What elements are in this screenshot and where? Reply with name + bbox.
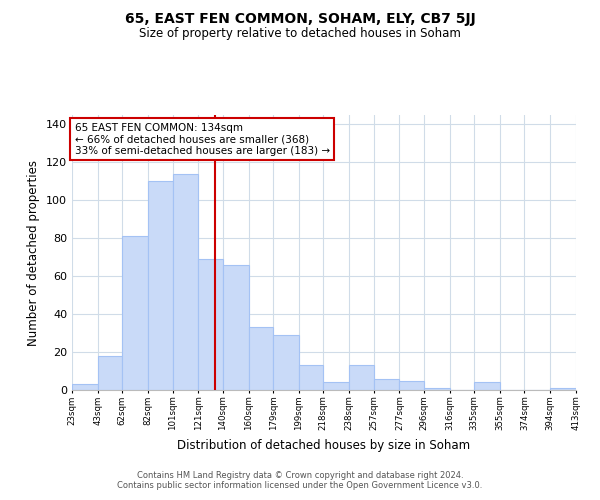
Bar — [273, 335, 299, 390]
Bar — [148, 182, 173, 390]
Bar — [349, 366, 374, 390]
Bar — [199, 259, 223, 390]
Bar — [72, 384, 98, 390]
Bar — [374, 378, 400, 390]
Bar — [173, 174, 199, 390]
Bar — [98, 356, 122, 390]
Text: 65, EAST FEN COMMON, SOHAM, ELY, CB7 5JJ: 65, EAST FEN COMMON, SOHAM, ELY, CB7 5JJ — [125, 12, 475, 26]
Bar — [299, 366, 323, 390]
Text: Contains HM Land Registry data © Crown copyright and database right 2024.
Contai: Contains HM Land Registry data © Crown c… — [118, 470, 482, 490]
Y-axis label: Number of detached properties: Number of detached properties — [28, 160, 40, 346]
Text: Size of property relative to detached houses in Soham: Size of property relative to detached ho… — [139, 28, 461, 40]
Bar — [248, 328, 273, 390]
Bar — [323, 382, 349, 390]
Text: 65 EAST FEN COMMON: 134sqm
← 66% of detached houses are smaller (368)
33% of sem: 65 EAST FEN COMMON: 134sqm ← 66% of deta… — [74, 122, 330, 156]
Bar — [223, 265, 248, 390]
X-axis label: Distribution of detached houses by size in Soham: Distribution of detached houses by size … — [178, 439, 470, 452]
Bar — [122, 236, 148, 390]
Bar — [400, 380, 424, 390]
Bar — [424, 388, 449, 390]
Bar — [474, 382, 500, 390]
Bar — [550, 388, 576, 390]
